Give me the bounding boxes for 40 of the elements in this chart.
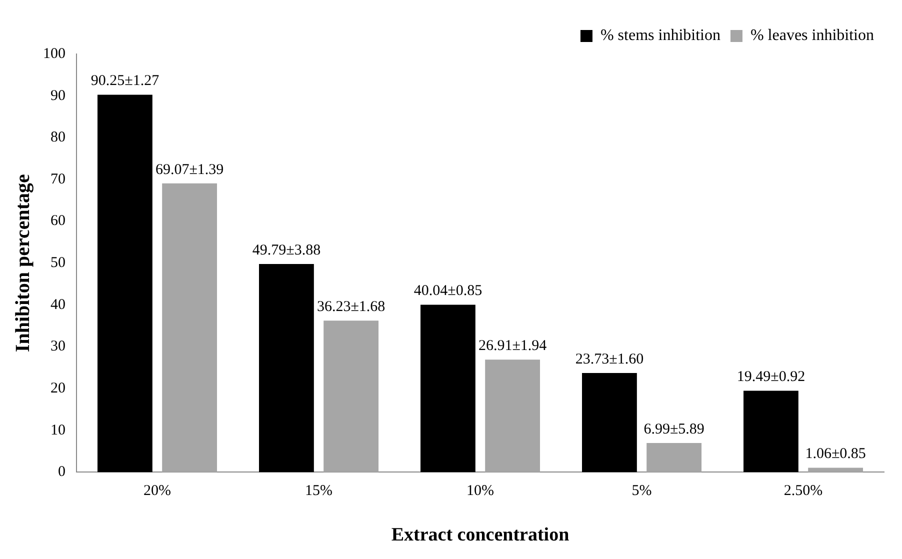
x-tick-label: 5% [632, 483, 652, 500]
y-tick-label: 70 [50, 171, 66, 188]
x-tick-label: 20% [144, 483, 171, 500]
legend-label: % stems inhibition [600, 27, 720, 44]
data-label: 36.23±1.68 [316, 299, 386, 316]
x-tick-label: 15% [305, 483, 332, 500]
x-tick-label: 10% [466, 483, 494, 500]
y-tick-label: 90 [50, 88, 66, 104]
data-label: 1.06±0.85 [805, 446, 866, 462]
data-label: 40.04±0.85 [414, 283, 482, 300]
bar [324, 320, 379, 472]
data-label: 19.49±0.92 [736, 369, 806, 386]
x-axis-title: Extract concentration [391, 524, 570, 546]
data-label: 49.79±3.88 [252, 242, 321, 258]
bar [162, 183, 218, 472]
bar [485, 360, 540, 472]
y-tick-label: 40 [50, 296, 66, 313]
y-tick-label: 60 [50, 213, 66, 230]
data-label: 69.07±1.39 [155, 162, 224, 178]
bar [420, 304, 476, 472]
y-tick-label: 10 [50, 422, 66, 438]
y-tick-label: 80 [50, 130, 66, 146]
legend-label: % leaves inhibition [750, 27, 874, 44]
y-tick-label: 30 [50, 338, 66, 355]
bar [258, 264, 314, 472]
bar [743, 390, 798, 472]
y-tick-label: 20 [50, 380, 66, 396]
y-tick-label: 100 [43, 46, 66, 62]
bar [646, 442, 702, 472]
bar [808, 468, 864, 472]
bar [582, 372, 637, 472]
y-axis-title: Inhibiton percentage [12, 174, 34, 352]
data-label: 23.73±1.60 [575, 351, 644, 368]
y-tick-label: 0 [58, 464, 66, 480]
bar [97, 94, 152, 472]
data-label: 26.91±1.94 [478, 338, 548, 354]
data-label: 90.25±1.27 [90, 73, 160, 90]
y-tick-label: 50 [50, 255, 66, 272]
data-label: 6.99±5.89 [644, 421, 704, 438]
x-tick-label: 2.50% [784, 483, 823, 500]
